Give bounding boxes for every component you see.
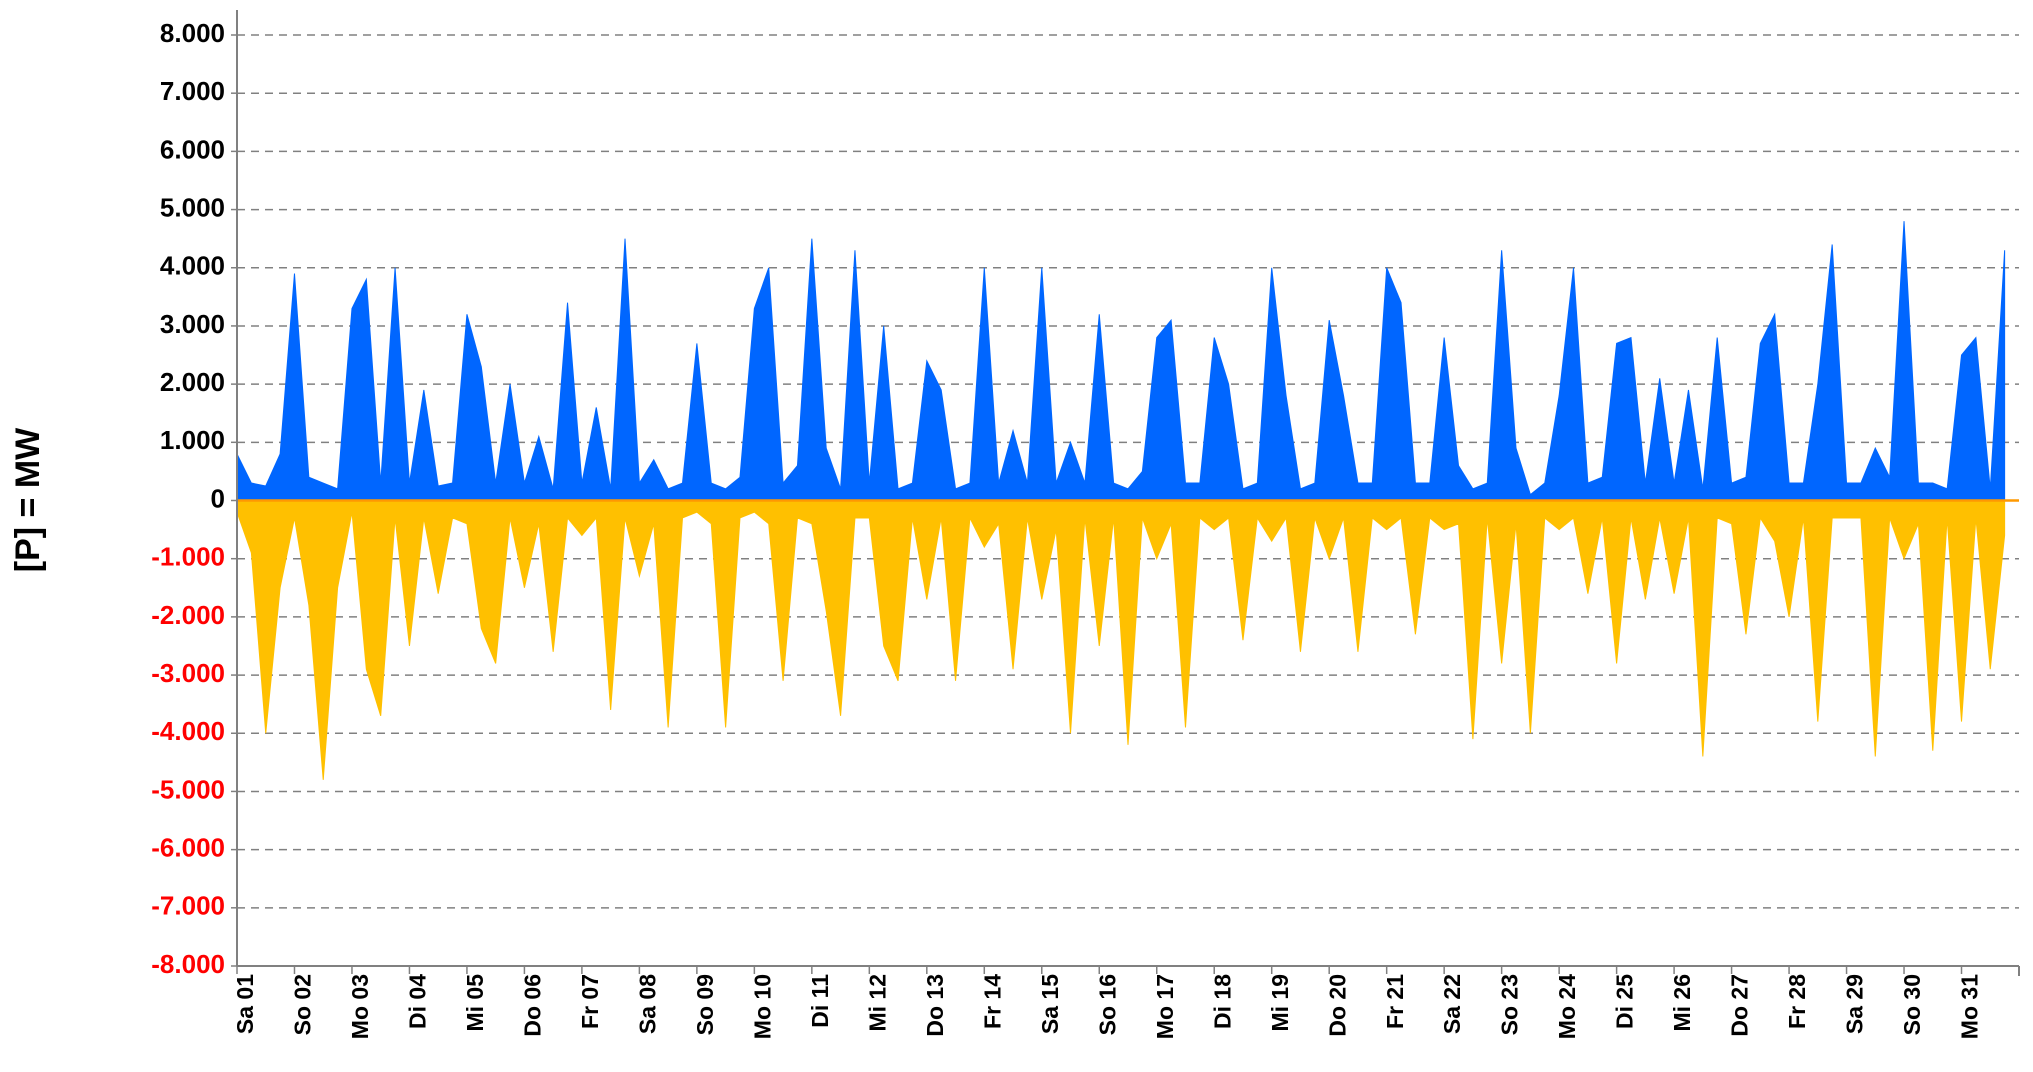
x-tick-label: Sa 22 (1439, 974, 1465, 1034)
x-tick-label: Sa 29 (1842, 974, 1868, 1034)
y-tick-label: 8.000 (160, 18, 225, 48)
x-tick-label: Mo 03 (347, 974, 373, 1039)
y-tick-label: 3.000 (160, 309, 225, 339)
x-tick-label: So 02 (290, 974, 316, 1035)
x-tick-label: So 30 (1899, 974, 1925, 1035)
x-tick-label: Mo 24 (1554, 974, 1580, 1039)
x-tick-label: Mo 17 (1152, 974, 1178, 1039)
x-tick-label: Di 04 (405, 974, 431, 1029)
y-tick-label: 5.000 (160, 192, 225, 222)
x-tick-label: Mi 26 (1669, 974, 1695, 1032)
y-tick-label: -8.000 (151, 949, 225, 979)
x-tick-label: Fr 21 (1382, 974, 1408, 1029)
y-tick-label: -7.000 (151, 891, 225, 921)
y-tick-label: -4.000 (151, 716, 225, 746)
x-tick-label: Di 11 (807, 974, 833, 1028)
y-tick-label: 6.000 (160, 134, 225, 164)
y-tick-label: -2.000 (151, 600, 225, 630)
x-tick-label: Do 27 (1727, 974, 1753, 1037)
y-tick-label: -6.000 (151, 833, 225, 863)
x-tick-label: Fr 07 (577, 974, 603, 1029)
x-tick-label: Mo 31 (1957, 974, 1983, 1039)
x-tick-label: Sa 08 (634, 974, 660, 1034)
y-axis-title: [P] = MW (9, 427, 47, 572)
y-tick-label: 0 (211, 483, 225, 513)
x-tick-label: Do 20 (1324, 974, 1350, 1037)
x-tick-label: Do 13 (922, 974, 948, 1037)
x-tick-label: So 09 (692, 974, 718, 1035)
x-tick-label: So 16 (1094, 974, 1120, 1035)
y-tick-label: 2.000 (160, 367, 225, 397)
x-tick-label: Do 06 (519, 974, 545, 1037)
x-tick-label: Di 18 (1209, 974, 1235, 1029)
area (236, 221, 2006, 501)
y-tick-label: 4.000 (160, 251, 225, 281)
area (236, 500, 2006, 780)
x-tick-label: Di 25 (1612, 974, 1638, 1029)
x-tick-label: Mo 10 (749, 974, 775, 1039)
y-tick-label: -1.000 (151, 542, 225, 572)
x-tick-label: Mi 12 (864, 974, 890, 1032)
x-tick-label: So 23 (1497, 974, 1523, 1035)
x-tick-label: Sa 01 (232, 974, 258, 1034)
x-tick-label: Fr 14 (979, 974, 1005, 1029)
x-tick-label: Sa 15 (1037, 974, 1063, 1034)
y-tick-label: 1.000 (160, 425, 225, 455)
x-tick-label: Fr 28 (1784, 974, 1810, 1029)
x-tick-label: Mi 19 (1267, 974, 1293, 1032)
y-tick-label: 7.000 (160, 76, 225, 106)
y-tick-label: -3.000 (151, 658, 225, 688)
x-tick-label: Mi 05 (462, 974, 488, 1032)
y-tick-label: -5.000 (151, 774, 225, 804)
